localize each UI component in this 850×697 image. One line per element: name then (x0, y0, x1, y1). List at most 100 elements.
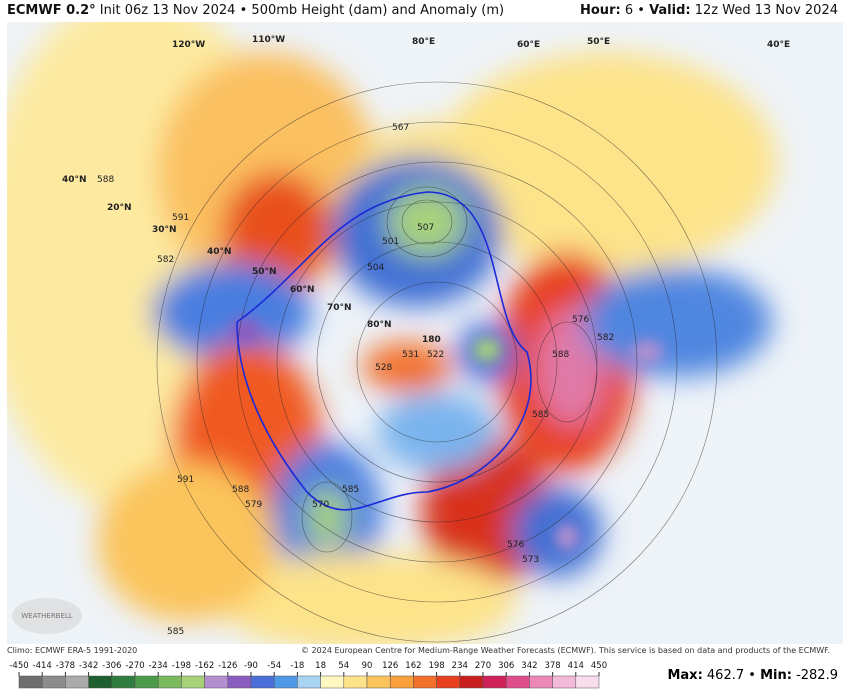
colorbar-tick-label: -342 (79, 661, 98, 671)
colorbar-swatch (389, 675, 414, 689)
colorbar-swatch (111, 675, 136, 689)
longitude-label: 40°E (767, 40, 790, 50)
colorbar-tick-label: -126 (218, 661, 237, 671)
anomaly-field (7, 22, 777, 644)
longitude-label: 50°E (587, 37, 610, 47)
contour-label: 576 (507, 540, 524, 550)
colorbar-swatch (227, 675, 252, 689)
colorbar-swatch (413, 675, 437, 689)
latitude-label: 80°N (367, 320, 392, 330)
colorbar-tick-label: 306 (498, 661, 514, 671)
hour-label: Hour: (580, 3, 621, 18)
header-left: ECMWF 0.2° Init 06z 13 Nov 2024 • 500mb … (7, 3, 504, 18)
colorbar-tick-label: -270 (125, 661, 144, 671)
map-labels: 20°N 30°N 40°N 40°N 50°N 60°N 70°N 80°N 120°W 110… (62, 35, 790, 637)
contour-label: 501 (382, 237, 399, 247)
contour-label: 582 (597, 333, 614, 343)
colorbar-swatch (505, 675, 530, 689)
colorbar-swatch (18, 675, 43, 689)
longitude-label: 120°W (172, 40, 205, 50)
field: 500mb Height (dam) and Anomaly (m) (251, 3, 505, 18)
colorbar-tick-label: 18 (315, 661, 326, 671)
colorbar-tick-label: 90 (362, 661, 373, 671)
colorbar-tick-label: -162 (195, 661, 214, 671)
height-contours (156, 81, 718, 643)
longitude-label: 60°E (517, 40, 540, 50)
contour-label: 570 (312, 500, 329, 510)
colorbar-tick-label: 54 (338, 661, 349, 671)
model: ECMWF 0.2° (7, 3, 96, 18)
colorbar-swatch (204, 675, 229, 689)
map: 20°N 30°N 40°N 40°N 50°N 60°N 70°N 80°N 120°W 110… (7, 22, 843, 644)
colorbar-swatch (134, 675, 159, 689)
colorbar-tick-label: -198 (172, 661, 191, 671)
colorbar-swatch (482, 675, 507, 689)
contour-label: 591 (177, 475, 194, 485)
latitude-label: 40°N (62, 175, 87, 185)
colorbar-swatch (297, 675, 321, 689)
latitude-label: 70°N (327, 303, 352, 313)
colorbar-swatch (459, 675, 484, 689)
copyright: © 2024 European Centre for Medium-Range … (301, 646, 830, 655)
climo: Climo: ECMWF ERA-5 1991-2020 (7, 646, 138, 655)
colorbar-tick-label: 270 (475, 661, 491, 671)
hour: 6 (624, 3, 634, 18)
colorbar-tick-label: 162 (405, 661, 421, 671)
latitude-label: 50°N (252, 267, 277, 277)
colorbar-tick-label: -18 (290, 661, 304, 671)
latitude-label: 30°N (152, 225, 177, 235)
contour-label: 573 (522, 555, 539, 565)
contour-label: 588 (552, 350, 569, 360)
contour-label: 579 (245, 500, 262, 510)
colorbar-swatch (529, 675, 553, 689)
max-label: Max: (667, 668, 703, 683)
colorbar-swatch (343, 675, 368, 689)
colorbar-tick-label: 378 (544, 661, 560, 671)
contour-label: 585 (167, 627, 184, 637)
colorbar-tick-label: 342 (521, 661, 537, 671)
colorbar-tick-label: -234 (149, 661, 168, 671)
colorbar-tick-label: -306 (102, 661, 121, 671)
contour-label: 567 (392, 123, 409, 133)
header-right: Hour: 6 • Valid: 12z Wed 13 Nov 2024 (580, 3, 838, 18)
colorbar-swatch (157, 675, 182, 689)
valid: 12z Wed 13 Nov 2024 (694, 3, 838, 18)
contour-label: 528 (375, 363, 392, 373)
colorbar-tick-label: 126 (382, 661, 398, 671)
separator: • (748, 668, 756, 683)
colorbar-swatch (41, 675, 66, 689)
init: Init 06z 13 Nov 2024 (99, 3, 236, 18)
separator: • (637, 3, 645, 18)
colorbar-swatch (320, 675, 345, 689)
longitude-label: 110°W (252, 35, 285, 45)
longitude-label: 180 (422, 335, 441, 345)
colorbar-tick-label: -54 (267, 661, 281, 671)
colorbar-swatch (552, 675, 577, 689)
max: 462.7 (706, 668, 745, 683)
min: -282.9 (796, 668, 838, 683)
latitude-label: 40°N (207, 247, 232, 257)
colorbar-swatch (436, 675, 461, 689)
colorbar-tick-label: 198 (428, 661, 444, 671)
contour-label: 531 (402, 350, 419, 360)
contour-label: 585 (532, 410, 549, 420)
colorbar-tick-label: -378 (56, 661, 75, 671)
contour-label: 582 (157, 255, 174, 265)
colorbar-tick-label: 414 (568, 661, 584, 671)
contour-label: 507 (417, 223, 434, 233)
latitude-label: 20°N (107, 203, 132, 213)
extremes: Max: 462.7 • Min: -282.9 (667, 668, 838, 683)
longitude-label: 80°E (412, 37, 435, 47)
min-label: Min: (760, 668, 792, 683)
colorbar: -450 -414 -378 -342 -306 -270 -234 -198 -162 -126… (9, 661, 607, 689)
colorbar-swatch (181, 675, 205, 689)
colorbar-swatch (273, 675, 298, 689)
contour-label: 576 (572, 315, 589, 325)
colorbar-tick-label: -450 (9, 661, 28, 671)
latitude-label: 60°N (290, 285, 315, 295)
colorbar-swatch (366, 675, 391, 689)
colorbar-tick-label: 234 (452, 661, 468, 671)
colorbar-tick-label: -414 (33, 661, 52, 671)
contour-label: 504 (367, 263, 384, 273)
contour-label: 591 (172, 213, 189, 223)
